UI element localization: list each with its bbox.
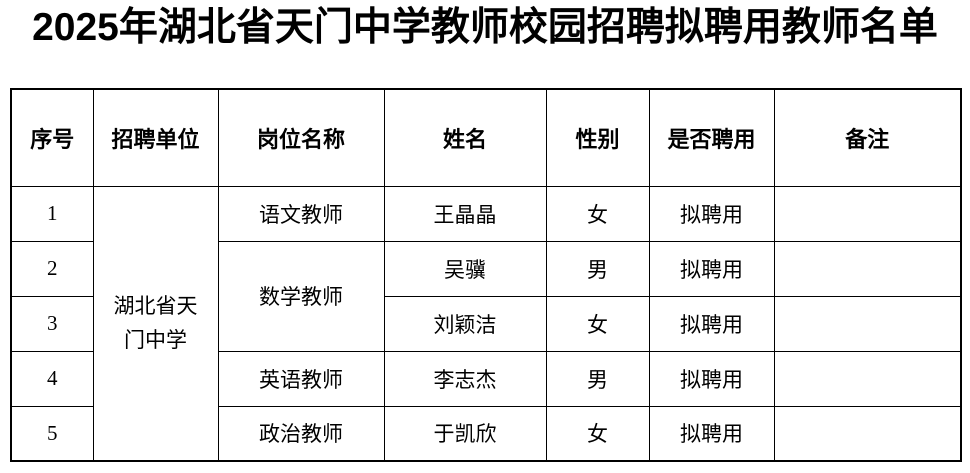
cell-position: 政治教师 xyxy=(217,405,385,462)
table-row: 4 英语教师 李志杰 男 拟聘用 xyxy=(10,350,962,407)
cell-name: 于凯欣 xyxy=(383,405,547,462)
cell-serial: 1 xyxy=(10,185,94,242)
cell-hired: 拟聘用 xyxy=(648,405,775,462)
cell-serial: 2 xyxy=(10,240,94,297)
column-header-hired: 是否聘用 xyxy=(648,88,775,187)
unit-text: 湖北省天门中学 xyxy=(113,294,198,353)
page-title: 2025年湖北省天门中学教师校园招聘拟聘用教师名单 xyxy=(32,6,938,49)
cell-serial: 3 xyxy=(10,295,94,352)
column-header-serial: 序号 xyxy=(10,88,94,187)
recruitment-table: 序号 招聘单位 岗位名称 姓名 性别 是否聘用 备注 1 湖北省天门中学 语文教… xyxy=(10,88,962,462)
cell-hired: 拟聘用 xyxy=(648,295,775,352)
cell-name: 吴骥 xyxy=(383,240,547,297)
cell-gender: 女 xyxy=(545,185,650,242)
header-row: 序号 招聘单位 岗位名称 姓名 性别 是否聘用 备注 xyxy=(10,88,962,187)
cell-position: 英语教师 xyxy=(217,350,385,407)
cell-gender: 男 xyxy=(545,350,650,407)
column-header-remark: 备注 xyxy=(773,88,962,187)
column-header-position: 岗位名称 xyxy=(217,88,385,187)
cell-position: 语文教师 xyxy=(217,185,385,242)
cell-hired: 拟聘用 xyxy=(648,240,775,297)
cell-unit: 湖北省天门中学 xyxy=(92,185,219,462)
table-row: 5 政治教师 于凯欣 女 拟聘用 xyxy=(10,405,962,462)
cell-name: 李志杰 xyxy=(383,350,547,407)
cell-name: 刘颖洁 xyxy=(383,295,547,352)
cell-gender: 女 xyxy=(545,295,650,352)
cell-remark xyxy=(773,350,962,407)
cell-hired: 拟聘用 xyxy=(648,350,775,407)
cell-hired: 拟聘用 xyxy=(648,185,775,242)
column-header-gender: 性别 xyxy=(545,88,650,187)
cell-gender: 男 xyxy=(545,240,650,297)
cell-remark xyxy=(773,405,962,462)
cell-serial: 4 xyxy=(10,350,94,407)
cell-position: 数学教师 xyxy=(217,240,385,352)
cell-gender: 女 xyxy=(545,405,650,462)
table-row: 1 湖北省天门中学 语文教师 王晶晶 女 拟聘用 xyxy=(10,185,962,462)
cell-remark xyxy=(773,295,962,352)
column-header-unit: 招聘单位 xyxy=(92,88,219,187)
column-header-name: 姓名 xyxy=(383,88,547,187)
cell-remark xyxy=(773,185,962,242)
cell-name: 王晶晶 xyxy=(383,185,547,242)
cell-remark xyxy=(773,240,962,297)
cell-serial: 5 xyxy=(10,405,94,462)
